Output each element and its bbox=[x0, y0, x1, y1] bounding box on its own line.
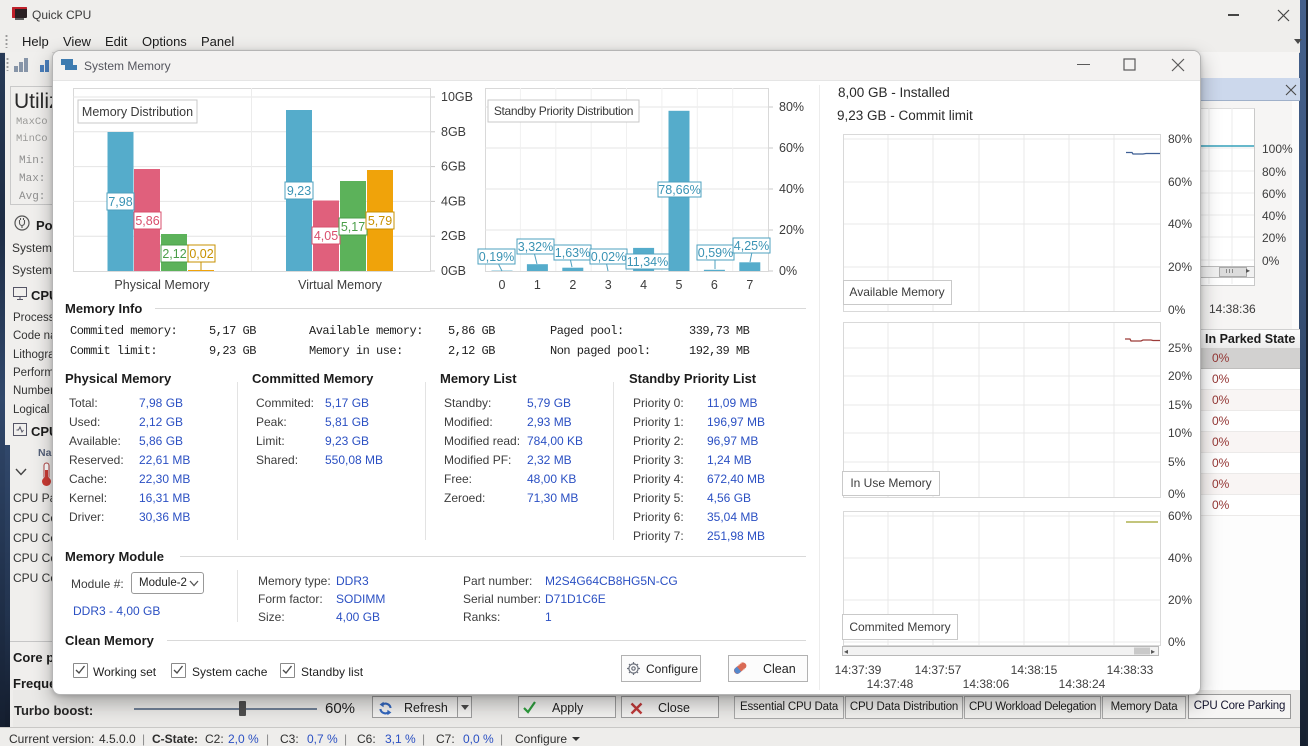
svg-text:2GB: 2GB bbox=[441, 229, 466, 243]
svg-text:0%: 0% bbox=[779, 264, 797, 278]
svg-text:14:38:33: 14:38:33 bbox=[1107, 663, 1154, 677]
svg-text:60%: 60% bbox=[1168, 175, 1192, 189]
svg-text:14:38:24: 14:38:24 bbox=[1059, 677, 1106, 691]
svg-text:4: 4 bbox=[640, 278, 647, 292]
svg-text:Memory Distribution: Memory Distribution bbox=[82, 105, 193, 119]
svg-text:Standby Priority Distribution: Standby Priority Distribution bbox=[494, 104, 633, 118]
svg-text:14:38:15: 14:38:15 bbox=[1011, 663, 1058, 677]
svg-text:20%: 20% bbox=[779, 223, 804, 237]
svg-text:10GB: 10GB bbox=[441, 90, 473, 104]
svg-text:7: 7 bbox=[746, 278, 753, 292]
svg-text:20%: 20% bbox=[1168, 260, 1192, 274]
svg-text:14:37:57: 14:37:57 bbox=[915, 663, 962, 677]
svg-text:40%: 40% bbox=[779, 182, 804, 196]
svg-text:5%: 5% bbox=[1168, 455, 1186, 469]
svg-text:11,34%: 11,34% bbox=[627, 255, 668, 269]
svg-text:14:37:39: 14:37:39 bbox=[835, 663, 882, 677]
svg-text:Physical Memory: Physical Memory bbox=[114, 278, 210, 292]
svg-text:6GB: 6GB bbox=[441, 160, 466, 174]
svg-text:14:37:48: 14:37:48 bbox=[867, 677, 914, 691]
svg-text:▸: ▸ bbox=[1151, 647, 1155, 656]
svg-text:0: 0 bbox=[499, 278, 506, 292]
svg-text:5,17: 5,17 bbox=[341, 220, 365, 234]
svg-text:0GB: 0GB bbox=[441, 264, 466, 278]
svg-text:4,25%: 4,25% bbox=[734, 239, 769, 253]
svg-text:8GB: 8GB bbox=[441, 125, 466, 139]
svg-text:60%: 60% bbox=[779, 141, 804, 155]
svg-text:0%: 0% bbox=[1168, 303, 1186, 317]
svg-text:2: 2 bbox=[569, 278, 576, 292]
svg-text:◂: ◂ bbox=[844, 647, 848, 656]
svg-text:4,05: 4,05 bbox=[314, 229, 338, 243]
svg-text:1: 1 bbox=[534, 278, 541, 292]
svg-text:Commited Memory: Commited Memory bbox=[849, 620, 950, 634]
svg-text:0,59%: 0,59% bbox=[698, 246, 733, 260]
svg-text:40%: 40% bbox=[1168, 217, 1192, 231]
svg-text:20%: 20% bbox=[1168, 593, 1192, 607]
svg-text:78,66%: 78,66% bbox=[658, 183, 700, 197]
svg-text:0,19%: 0,19% bbox=[479, 250, 514, 264]
svg-text:40%: 40% bbox=[1168, 551, 1192, 565]
svg-text:0,02%: 0,02% bbox=[591, 250, 626, 264]
svg-text:9,23: 9,23 bbox=[287, 184, 311, 198]
svg-text:10%: 10% bbox=[1168, 426, 1192, 440]
svg-text:7,98: 7,98 bbox=[108, 195, 132, 209]
svg-text:5: 5 bbox=[676, 278, 683, 292]
svg-text:Available Memory: Available Memory bbox=[849, 285, 944, 299]
svg-text:60%: 60% bbox=[1168, 509, 1192, 523]
svg-text:14:38:06: 14:38:06 bbox=[963, 677, 1010, 691]
svg-text:20%: 20% bbox=[1168, 369, 1192, 383]
svg-text:4GB: 4GB bbox=[441, 194, 466, 208]
svg-text:3: 3 bbox=[605, 278, 612, 292]
svg-text:1,63%: 1,63% bbox=[555, 246, 590, 260]
svg-text:25%: 25% bbox=[1168, 341, 1192, 355]
svg-text:5,86: 5,86 bbox=[135, 214, 159, 228]
svg-text:15%: 15% bbox=[1168, 398, 1192, 412]
svg-text:80%: 80% bbox=[1168, 132, 1192, 146]
svg-text:3,32%: 3,32% bbox=[518, 240, 553, 254]
svg-text:Virtual Memory: Virtual Memory bbox=[298, 278, 383, 292]
svg-text:2,12: 2,12 bbox=[162, 247, 186, 261]
svg-text:5,79: 5,79 bbox=[368, 214, 392, 228]
svg-text:In Use Memory: In Use Memory bbox=[850, 476, 931, 490]
svg-text:0,02: 0,02 bbox=[189, 247, 213, 261]
svg-text:80%: 80% bbox=[779, 100, 804, 114]
svg-text:6: 6 bbox=[711, 278, 718, 292]
svg-text:0%: 0% bbox=[1168, 487, 1186, 501]
svg-text:0%: 0% bbox=[1168, 635, 1186, 649]
